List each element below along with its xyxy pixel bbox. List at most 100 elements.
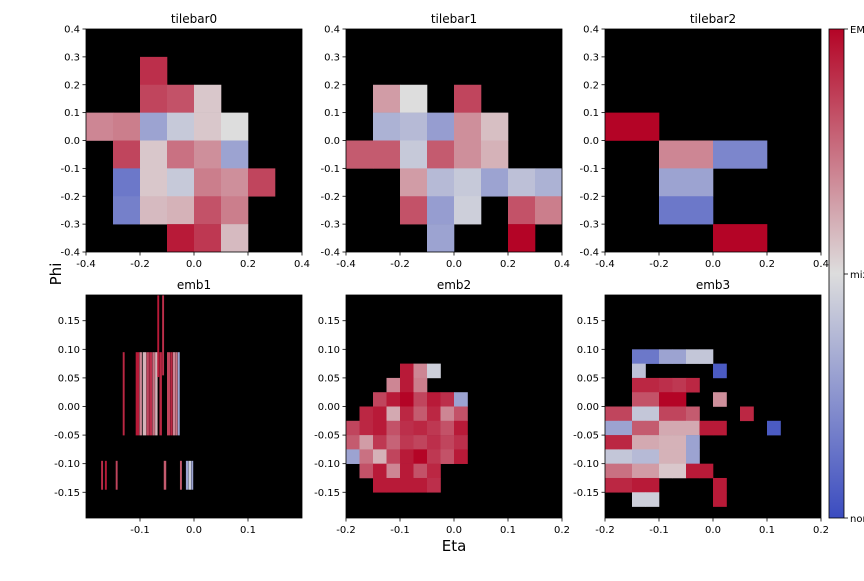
heatmap-cell: [659, 406, 673, 422]
heatmap-cell: [170, 352, 173, 436]
heatmap-cell: [659, 377, 673, 393]
heatmap-cell: [101, 460, 104, 490]
x-tick-label: 0.2: [813, 525, 829, 536]
heatmap-cell: [605, 463, 619, 479]
heatmap-cell: [454, 420, 468, 436]
heatmap-cell: [713, 224, 768, 252]
heatmap-cell: [632, 477, 646, 493]
heatmap-cell: [645, 435, 660, 450]
y-tick-label: -0.05: [573, 431, 599, 442]
y-tick-label: 0.15: [318, 316, 340, 327]
heatmap-cell: [373, 406, 387, 422]
panel-tilebar0: tilebar0 -0.4 -0.2 0.0 0.2 0.4 0.4 0.3 0.2 0.1 0.0…: [60, 12, 309, 270]
y-tick-label: 0.00: [318, 402, 340, 413]
colorbar: EM mix non: [828, 25, 864, 525]
heatmap-cell: [427, 420, 441, 436]
heatmap-cell: [162, 295, 165, 376]
heatmap-cell: [659, 140, 714, 169]
heatmap-cell: [618, 477, 633, 493]
heatmap-cell: [373, 84, 401, 113]
y-tick-label: -0.3: [579, 220, 599, 231]
y-tick-label: -0.4: [60, 248, 80, 259]
heatmap-cell: [400, 435, 414, 450]
x-tick-label: 0.0: [446, 259, 462, 270]
heatmap-cell: [618, 449, 633, 464]
heatmap-cell: [359, 463, 374, 479]
y-tick-label: -0.15: [573, 488, 599, 499]
heatmap-cell: [221, 112, 249, 141]
y-tick-label: 0.3: [324, 52, 340, 63]
heatmap-cell: [454, 392, 468, 407]
heatmap-cell: [386, 477, 401, 493]
heatmap-cell: [481, 140, 509, 169]
heatmap-cell: [400, 377, 414, 393]
heatmap-cell: [359, 420, 374, 436]
y-tick-label: -0.1: [579, 164, 599, 175]
heatmap-cell: [454, 196, 482, 225]
heatmap-cell: [167, 352, 170, 436]
heatmap-cell: [440, 420, 455, 436]
y-tick-label: 0.15: [58, 316, 80, 327]
x-tick-label: 0.0: [705, 259, 721, 270]
y-tick-label: 0.05: [58, 373, 80, 384]
heatmap-cell: [632, 435, 646, 450]
panels: tilebar0 -0.4 -0.2 0.0 0.2 0.4 0.4 0.3 0.2 0.1 0.0…: [54, 12, 829, 536]
heatmap-cell: [481, 168, 509, 197]
heatmap-cell: [659, 196, 714, 225]
heatmap-cell: [481, 112, 509, 141]
heatmap-cell: [632, 463, 646, 479]
heatmap-cell: [413, 477, 428, 493]
y-tick-label: 0.10: [577, 345, 599, 356]
heatmap-cell: [400, 463, 414, 479]
heatmap-cell: [454, 449, 468, 464]
heatmap-cells: [346, 363, 468, 493]
heatmap-cell: [386, 392, 401, 407]
heatmap-cell: [400, 392, 414, 407]
heatmap-cell: [672, 349, 687, 364]
heatmap-cell: [400, 449, 414, 464]
y-tick-label: -0.2: [60, 192, 80, 203]
heatmap-cell: [686, 435, 700, 450]
x-tick-label: 0.2: [759, 259, 775, 270]
heatmap-cells: [86, 56, 276, 252]
y-tick-label: 0.2: [324, 80, 340, 91]
heatmap-cell: [400, 406, 414, 422]
heatmap-cell: [427, 224, 455, 252]
heatmap-cell: [427, 392, 441, 407]
heatmap-cell: [373, 463, 387, 479]
heatmap-cell: [699, 349, 714, 364]
y-tick-label: 0.1: [583, 108, 599, 119]
heatmap-cell: [740, 406, 754, 422]
heatmap-cell: [508, 168, 536, 197]
heatmap-cell: [618, 463, 633, 479]
heatmap-cell: [413, 377, 428, 393]
heatmap-cell: [672, 449, 687, 464]
heatmap-cell: [767, 420, 781, 436]
heatmap-cell: [386, 463, 401, 479]
panel-emb1: emb1 -0.1 0.0 0.1 0.15 0.10 0.05 0.00 -0.05 -0.10…: [54, 278, 303, 536]
heatmap-cell: [221, 224, 249, 252]
heatmap-cell: [713, 477, 727, 493]
y-tick-label: -0.10: [54, 459, 80, 470]
heatmap-cell: [427, 140, 455, 169]
heatmap-cell: [713, 140, 768, 169]
heatmap-cell: [400, 363, 414, 379]
heatmap-cell: [359, 406, 374, 422]
x-tick-label: 0.1: [759, 525, 775, 536]
y-tick-label: 0.3: [64, 52, 80, 63]
heatmap-cell: [454, 435, 468, 450]
panel-title: emb3: [696, 278, 730, 292]
y-tick-label: 0.2: [64, 80, 80, 91]
y-tick-label: -0.05: [54, 431, 80, 442]
heatmap-cell: [440, 392, 455, 407]
heatmap-cell: [177, 352, 180, 436]
heatmap-cell: [149, 352, 153, 436]
panel-tilebar1: tilebar1 -0.4 -0.2 0.0 0.2 0.4 0.4 0.3 0.2 0.1 0.0…: [320, 12, 569, 270]
heatmap-cell: [686, 420, 700, 436]
heatmap-cell: [179, 460, 182, 490]
heatmap-cell: [140, 168, 168, 197]
heatmap-cell: [686, 377, 700, 393]
heatmap-cell: [140, 84, 168, 113]
